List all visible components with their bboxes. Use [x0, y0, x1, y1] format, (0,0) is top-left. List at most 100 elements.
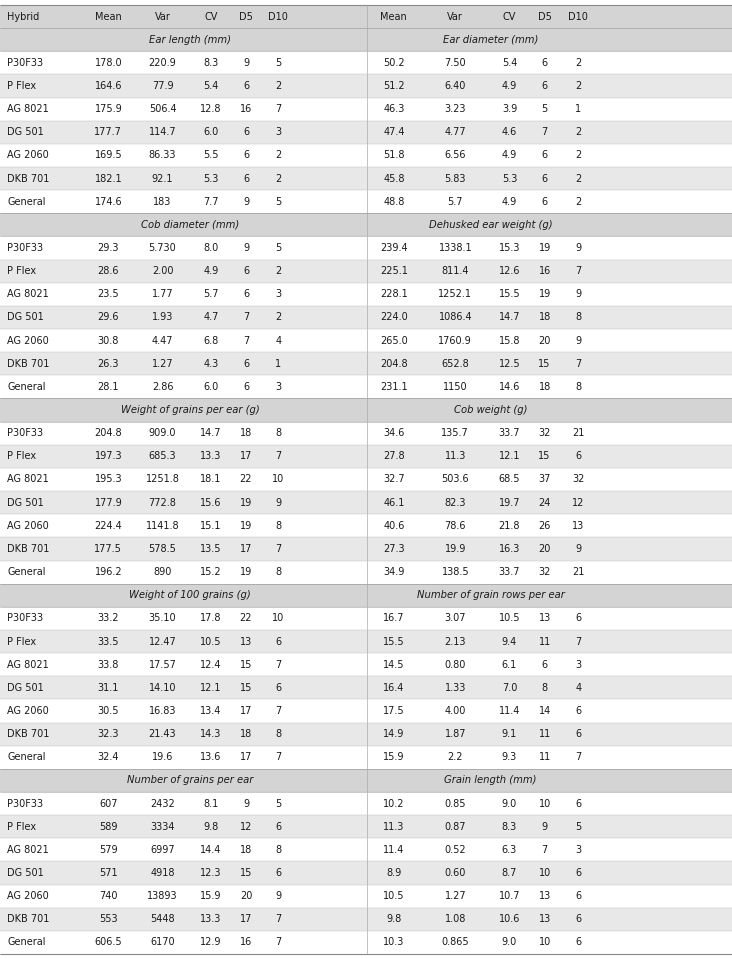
- Text: 3.07: 3.07: [444, 614, 466, 623]
- Bar: [0, 699, 732, 722]
- Text: 607: 607: [99, 799, 118, 808]
- Text: 10: 10: [539, 868, 550, 878]
- Text: 164.6: 164.6: [94, 81, 122, 91]
- Text: 503.6: 503.6: [441, 475, 469, 484]
- Text: 50.2: 50.2: [383, 58, 405, 68]
- Text: 1.27: 1.27: [444, 891, 466, 901]
- Text: P30F33: P30F33: [7, 799, 43, 808]
- Text: 13: 13: [539, 891, 550, 901]
- Text: 18.1: 18.1: [200, 475, 222, 484]
- Text: 9: 9: [575, 243, 581, 253]
- Bar: [0, 607, 732, 630]
- Text: 13: 13: [572, 521, 584, 530]
- Text: 29.6: 29.6: [97, 313, 119, 322]
- Text: Weight of grains per ear (g): Weight of grains per ear (g): [121, 405, 260, 415]
- Text: 16.3: 16.3: [498, 544, 520, 554]
- Text: 10.7: 10.7: [498, 891, 520, 901]
- Text: AG 8021: AG 8021: [7, 475, 49, 484]
- Text: 6: 6: [243, 81, 249, 91]
- Text: Ear diameter (mm): Ear diameter (mm): [443, 35, 538, 45]
- Bar: [0, 722, 732, 746]
- Text: 4.9: 4.9: [502, 81, 517, 91]
- Text: 7: 7: [275, 752, 281, 762]
- Text: 5: 5: [575, 822, 581, 831]
- Text: 33.5: 33.5: [97, 637, 119, 646]
- Text: 3.23: 3.23: [444, 105, 466, 114]
- Text: 5.3: 5.3: [203, 174, 219, 183]
- Text: 13.6: 13.6: [200, 752, 222, 762]
- Text: 18: 18: [539, 313, 550, 322]
- Text: 12: 12: [572, 498, 584, 507]
- Text: 46.1: 46.1: [383, 498, 405, 507]
- Text: 6.8: 6.8: [203, 336, 218, 345]
- Text: 9.0: 9.0: [502, 938, 517, 947]
- Text: 6: 6: [542, 660, 548, 669]
- Text: 10: 10: [539, 938, 550, 947]
- Text: 9.3: 9.3: [502, 752, 517, 762]
- Text: General: General: [7, 197, 46, 207]
- Text: 4.3: 4.3: [203, 359, 218, 369]
- Text: 6.3: 6.3: [502, 845, 517, 854]
- Text: 20: 20: [240, 891, 252, 901]
- Text: 7: 7: [275, 105, 281, 114]
- Text: 1.27: 1.27: [152, 359, 173, 369]
- Text: 18: 18: [240, 729, 252, 739]
- Text: 2: 2: [575, 81, 581, 91]
- Text: 5: 5: [275, 58, 281, 68]
- Text: 5: 5: [275, 197, 281, 207]
- Text: 8: 8: [275, 567, 281, 577]
- Text: P30F33: P30F33: [7, 58, 43, 68]
- Text: 6: 6: [575, 938, 581, 947]
- Text: 11: 11: [539, 729, 550, 739]
- Text: 6: 6: [275, 868, 281, 878]
- Text: 685.3: 685.3: [149, 452, 176, 461]
- Text: 11: 11: [539, 637, 550, 646]
- Text: 571: 571: [99, 868, 118, 878]
- Text: 45.8: 45.8: [383, 174, 405, 183]
- Bar: [0, 190, 732, 213]
- Text: 28.1: 28.1: [97, 382, 119, 392]
- Text: 13893: 13893: [147, 891, 178, 901]
- Text: 10.5: 10.5: [200, 637, 222, 646]
- Text: 6: 6: [243, 128, 249, 137]
- Bar: [0, 306, 732, 329]
- Text: 3334: 3334: [150, 822, 175, 831]
- Text: P Flex: P Flex: [7, 452, 37, 461]
- Text: 4: 4: [575, 683, 581, 692]
- Text: 6: 6: [575, 614, 581, 623]
- Text: 15: 15: [240, 660, 252, 669]
- Text: 22: 22: [239, 475, 253, 484]
- Text: Cob weight (g): Cob weight (g): [454, 405, 527, 415]
- Text: 177.9: 177.9: [94, 498, 122, 507]
- Text: 5.83: 5.83: [444, 174, 466, 183]
- Text: 4.9: 4.9: [502, 197, 517, 207]
- Text: 9.1: 9.1: [502, 729, 517, 739]
- Text: 78.6: 78.6: [444, 521, 466, 530]
- Bar: [0, 884, 732, 908]
- Text: 6.56: 6.56: [444, 151, 466, 160]
- Text: 9: 9: [575, 290, 581, 299]
- Text: 8.0: 8.0: [203, 243, 218, 253]
- Text: 740: 740: [99, 891, 118, 901]
- Text: 16.4: 16.4: [383, 683, 405, 692]
- Text: 13.5: 13.5: [200, 544, 222, 554]
- Text: 4.47: 4.47: [152, 336, 173, 345]
- Text: 17.5: 17.5: [383, 706, 405, 716]
- Text: 3.9: 3.9: [502, 105, 517, 114]
- Text: 11.4: 11.4: [383, 845, 405, 854]
- Text: 6: 6: [542, 197, 548, 207]
- Text: 9.4: 9.4: [502, 637, 517, 646]
- Text: 114.7: 114.7: [149, 128, 176, 137]
- Text: 32: 32: [572, 475, 584, 484]
- Text: 12.5: 12.5: [498, 359, 520, 369]
- Text: P30F33: P30F33: [7, 243, 43, 253]
- Text: 6: 6: [575, 799, 581, 808]
- Text: DKB 701: DKB 701: [7, 544, 50, 554]
- Text: 5: 5: [542, 105, 548, 114]
- Text: 6: 6: [542, 58, 548, 68]
- Bar: [0, 28, 732, 51]
- Text: 16: 16: [539, 267, 550, 276]
- Text: General: General: [7, 752, 46, 762]
- Text: 589: 589: [99, 822, 118, 831]
- Bar: [0, 560, 732, 584]
